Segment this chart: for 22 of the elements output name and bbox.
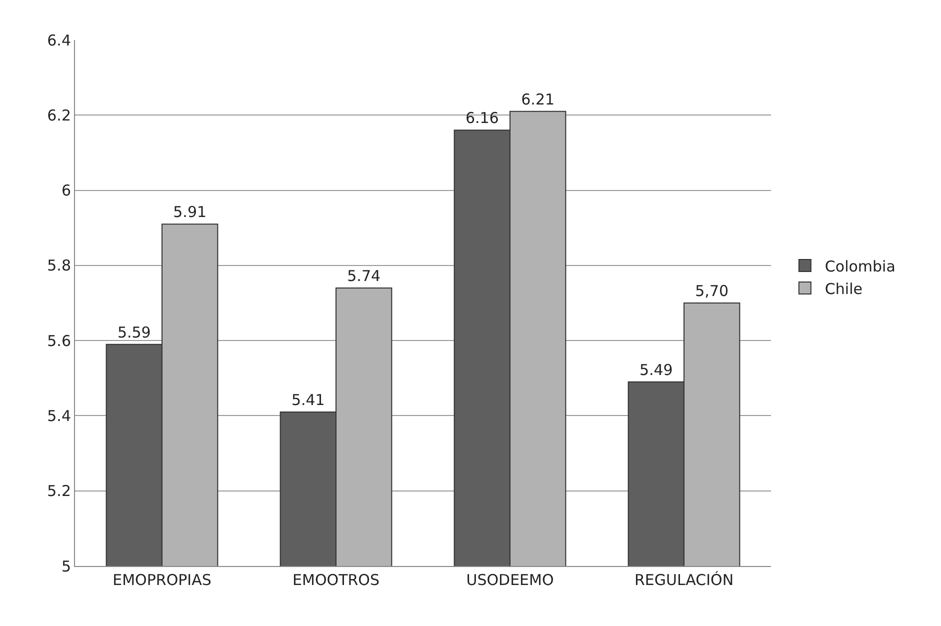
data-label: 5.74 bbox=[347, 266, 381, 285]
x-tick-label: EMOOTROS bbox=[292, 571, 380, 589]
data-label: 5.49 bbox=[639, 360, 673, 379]
y-tick-label: 5.6 bbox=[47, 332, 71, 350]
y-tick-label: 6 bbox=[61, 182, 71, 200]
x-tick-label: USODEEMO bbox=[466, 571, 554, 589]
y-tick-label: 5 bbox=[61, 557, 71, 576]
data-label: 5.91 bbox=[173, 203, 207, 222]
y-tick-label: 5.8 bbox=[47, 256, 71, 275]
y-tick-label: 6.2 bbox=[47, 106, 71, 124]
data-label: 6.21 bbox=[521, 90, 555, 108]
data-label: 5.59 bbox=[117, 323, 151, 342]
y-tick-label: 5.4 bbox=[47, 406, 71, 425]
y-tick-label: 5.2 bbox=[47, 482, 71, 500]
legend-label: Chile bbox=[824, 280, 862, 298]
x-tick-label: REGULACIÓN bbox=[634, 571, 734, 589]
x-tick-label: EMOPROPIAS bbox=[112, 571, 212, 589]
legend-label: Colombia bbox=[824, 257, 896, 276]
y-tick-label: 6.4 bbox=[47, 31, 71, 50]
data-label: 5,70 bbox=[695, 282, 729, 300]
data-label: 6.16 bbox=[465, 109, 499, 128]
data-label: 5.41 bbox=[291, 390, 325, 409]
